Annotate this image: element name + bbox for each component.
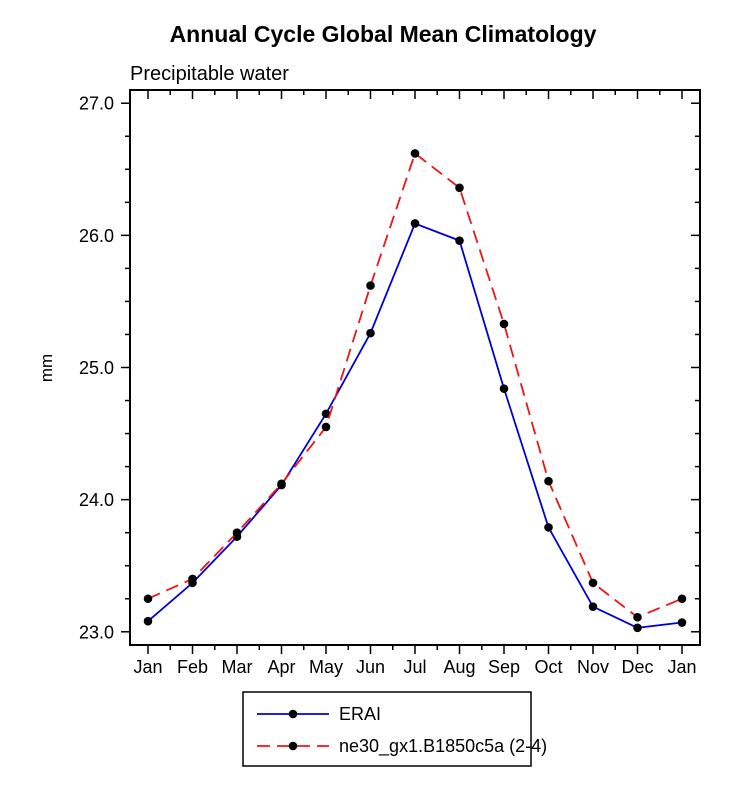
data-point-marker [677, 618, 687, 627]
x-tick-label: Oct [534, 657, 562, 677]
data-point-marker [633, 623, 642, 633]
y-tick-label: 27.0 [79, 94, 114, 114]
data-point-marker [321, 422, 331, 432]
x-tick-label: Nov [577, 657, 609, 677]
plot-frame [129, 89, 701, 646]
x-tick-label: Mar [222, 657, 253, 677]
legend-box [242, 691, 532, 767]
data-point-marker [143, 594, 153, 604]
x-tick-label: May [309, 657, 343, 677]
x-tick-label: Jan [133, 657, 162, 677]
data-point-marker [499, 384, 509, 393]
y-tick-label: 23.0 [79, 622, 114, 642]
data-point-marker [499, 319, 509, 329]
data-point-marker [455, 183, 464, 193]
data-point-marker [232, 528, 242, 537]
x-tick-label: Aug [443, 657, 475, 677]
x-tick-label: Apr [267, 657, 295, 677]
y-tick-label: 24.0 [79, 490, 114, 510]
legend-label: ERAI [339, 704, 381, 724]
data-point-marker [455, 236, 464, 245]
x-tick-label: Dec [621, 657, 653, 677]
x-tick-label: Jan [667, 657, 696, 677]
x-tick-label: Jun [356, 657, 385, 677]
series-lines-and-markers [143, 149, 687, 633]
y-axis-label: mm [37, 354, 56, 382]
data-point-marker [277, 479, 286, 489]
data-point-marker [143, 616, 153, 626]
data-point-marker [544, 476, 553, 486]
legend-label: ne30_gx1.B1850c5a (2-4) [339, 736, 547, 757]
data-point-marker [544, 523, 553, 532]
y-tick-label: 26.0 [79, 226, 114, 246]
data-point-marker [188, 574, 197, 584]
chart-title: Annual Cycle Global Mean Climatology [170, 21, 597, 47]
data-point-marker [588, 578, 598, 588]
legend-marker-sample [288, 741, 298, 751]
data-point-marker [410, 149, 420, 158]
axes-and-ticks: 23.0 24.0 25.0 26.0 27.0 Jan Feb Mar Apr May Jun Ju… [79, 89, 701, 677]
legend: ERAI ne30_gx1.B1850c5a (2-4) [242, 691, 547, 767]
chart-subtitle: Precipitable water [130, 63, 289, 85]
data-point-marker [677, 594, 687, 604]
data-point-marker [633, 612, 642, 622]
data-point-marker [588, 602, 598, 611]
series-line-ERAI [147, 222, 683, 629]
data-point-marker [410, 219, 420, 228]
x-tick-label: Jul [403, 657, 426, 677]
data-point-marker [321, 409, 331, 419]
y-tick-label: 25.0 [79, 358, 114, 378]
x-tick-label: Sep [488, 657, 520, 677]
data-point-marker [366, 281, 375, 290]
legend-marker-sample [288, 709, 298, 719]
x-tick-label: Feb [177, 657, 208, 677]
data-point-marker [366, 328, 375, 338]
